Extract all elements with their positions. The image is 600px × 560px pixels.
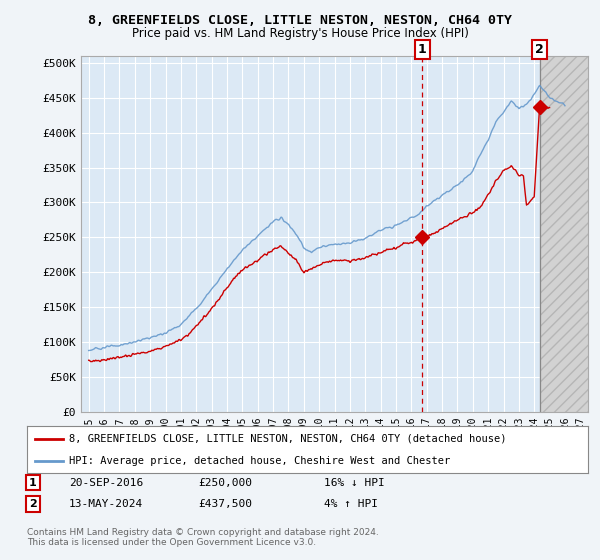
Text: 20-SEP-2016: 20-SEP-2016 xyxy=(69,478,143,488)
Text: 8, GREENFIELDS CLOSE, LITTLE NESTON, NESTON, CH64 0TY: 8, GREENFIELDS CLOSE, LITTLE NESTON, NES… xyxy=(88,14,512,27)
Text: 2: 2 xyxy=(29,499,37,509)
Text: 1: 1 xyxy=(418,43,427,56)
Bar xyxy=(540,56,588,412)
Text: Price paid vs. HM Land Registry's House Price Index (HPI): Price paid vs. HM Land Registry's House … xyxy=(131,27,469,40)
Text: 2: 2 xyxy=(535,43,544,56)
Text: Contains HM Land Registry data © Crown copyright and database right 2024.
This d: Contains HM Land Registry data © Crown c… xyxy=(27,528,379,547)
Text: 13-MAY-2024: 13-MAY-2024 xyxy=(69,499,143,509)
Text: 1: 1 xyxy=(29,478,37,488)
Text: 4% ↑ HPI: 4% ↑ HPI xyxy=(324,499,378,509)
Text: £250,000: £250,000 xyxy=(198,478,252,488)
Text: £437,500: £437,500 xyxy=(198,499,252,509)
Text: HPI: Average price, detached house, Cheshire West and Chester: HPI: Average price, detached house, Ches… xyxy=(69,456,451,466)
Text: 8, GREENFIELDS CLOSE, LITTLE NESTON, NESTON, CH64 0TY (detached house): 8, GREENFIELDS CLOSE, LITTLE NESTON, NES… xyxy=(69,434,506,444)
Text: 16% ↓ HPI: 16% ↓ HPI xyxy=(324,478,385,488)
Bar xyxy=(540,56,588,412)
